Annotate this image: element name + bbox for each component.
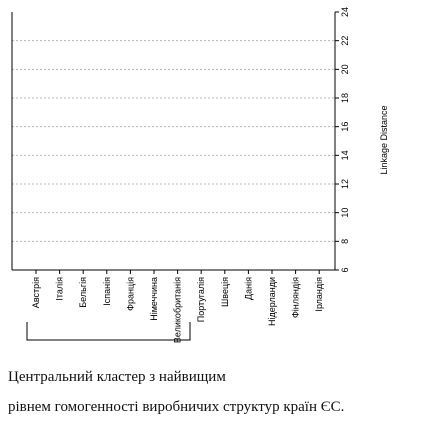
leaf-label-1: Італія	[55, 277, 65, 301]
y-tick-label-24: 24	[340, 7, 350, 17]
leaf-label-6: Великобританія	[173, 277, 183, 343]
leaf-label-8: Швеція	[220, 277, 230, 307]
cluster-bracket	[26, 322, 191, 341]
y-axis-ticks: 6 8 10 12 14 16 18 20 22 24	[335, 7, 350, 273]
y-axis-label: Linkage Distance	[379, 105, 389, 174]
leaf-label-10: Нідерланди	[267, 277, 277, 326]
dendrogram-chart: 6 8 10 12 14 16 18 20 22 24 Австрія Італія Бельгія І…	[0, 0, 389, 343]
leaf-label-3: Іспанія	[102, 277, 112, 306]
y-tick-label-6: 6	[340, 267, 350, 272]
y-tick-label-16: 16	[340, 122, 350, 132]
leaf-label-0: Австрія	[31, 277, 41, 308]
leaf-label-4: Франція	[125, 277, 135, 311]
leaf-label-2: Бельгія	[78, 277, 88, 308]
y-tick-label-14: 14	[340, 150, 350, 160]
y-tick-label-12: 12	[340, 179, 350, 189]
leaf-label-9: Данія	[243, 277, 253, 300]
y-tick-label-8: 8	[340, 239, 350, 244]
grid-lines	[12, 40, 335, 242]
leaf-label-11: Фінляндія	[291, 277, 301, 318]
y-tick-label-18: 18	[340, 93, 350, 103]
leaf-label-7: Португалія	[196, 277, 206, 322]
y-tick-label-22: 22	[340, 36, 350, 46]
leaf-labels: Австрія Італія Бельгія Іспанія Франція Німечч…	[31, 270, 324, 343]
leaf-label-5: Німеччина	[149, 277, 159, 321]
y-tick-label-20: 20	[340, 64, 350, 74]
plot-frame	[11, 12, 336, 271]
caption-line-2: рівнем гомогенності виробничих структур …	[8, 399, 345, 415]
caption-line-1: Центральний кластер з найвищим	[8, 369, 226, 385]
y-tick-label-10: 10	[340, 208, 350, 218]
leaf-label-12: Ірландія	[314, 277, 324, 312]
